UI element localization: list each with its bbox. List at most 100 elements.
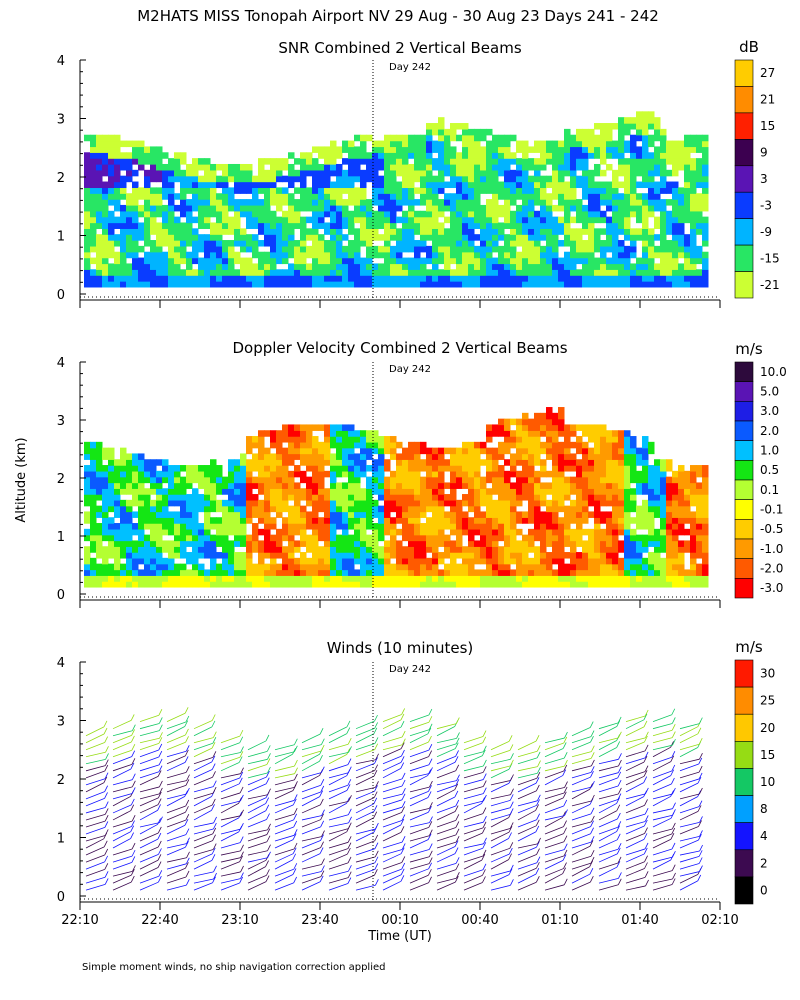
wind-barb	[112, 855, 133, 863]
heatmap-cell	[354, 251, 361, 259]
heatmap-cell	[702, 263, 709, 270]
heatmap-cell	[366, 546, 373, 553]
heatmap-cell	[156, 263, 163, 270]
heatmap-cell	[192, 563, 199, 571]
heatmap-cell	[678, 470, 685, 478]
heatmap-cell	[144, 505, 151, 513]
heatmap-cell	[156, 269, 163, 276]
heatmap-cell	[432, 228, 439, 235]
heatmap-cell	[606, 222, 613, 229]
heatmap-cell	[474, 210, 481, 218]
heatmap-cell	[594, 534, 601, 542]
heatmap-cell	[444, 447, 451, 455]
heatmap-cell	[504, 263, 511, 270]
heatmap-cell	[342, 158, 349, 165]
heatmap-cell	[264, 465, 271, 472]
heatmap-cell	[384, 134, 391, 142]
heatmap-cell	[540, 465, 547, 472]
heatmap-cell	[270, 557, 277, 565]
heatmap-cell	[516, 275, 523, 282]
heatmap-cell	[246, 494, 253, 501]
heatmap-cell	[138, 210, 145, 218]
heatmap-cell	[330, 216, 337, 224]
heatmap-cell	[216, 540, 223, 547]
heatmap-cell	[162, 251, 169, 259]
heatmap-cell	[156, 546, 163, 553]
heatmap-cell	[588, 534, 595, 542]
heatmap-cell	[270, 453, 277, 460]
heatmap-cell	[390, 134, 397, 142]
heatmap-cell	[522, 563, 529, 571]
heatmap-cell	[528, 575, 535, 582]
heatmap-cell	[528, 269, 535, 276]
heatmap-cell	[612, 169, 619, 177]
heatmap-cell	[312, 528, 319, 536]
heatmap-cell	[144, 251, 151, 259]
heatmap-cell	[558, 528, 565, 536]
heatmap-cell	[390, 234, 397, 241]
heatmap-cell	[144, 569, 151, 576]
heatmap-cell	[222, 269, 229, 276]
wind-barb-flag	[157, 832, 162, 840]
heatmap-cell	[84, 575, 91, 582]
heatmap-cell	[354, 269, 361, 276]
heatmap-cell	[612, 152, 619, 159]
heatmap-cell	[396, 275, 403, 282]
heatmap-cell	[114, 546, 121, 553]
heatmap-cell	[126, 210, 133, 218]
heatmap-cell	[372, 482, 379, 489]
heatmap-cell	[504, 436, 511, 443]
heatmap-cell	[696, 175, 703, 183]
heatmap-cell	[108, 169, 115, 177]
heatmap-cell	[450, 453, 457, 460]
heatmap-cell	[684, 181, 691, 189]
heatmap-cell	[354, 175, 361, 183]
wind-barb-flag	[104, 848, 109, 856]
heatmap-cell	[138, 140, 145, 148]
heatmap-cell	[240, 511, 247, 518]
heatmap-cell	[378, 216, 385, 224]
heatmap-cell	[318, 193, 325, 200]
heatmap-cell	[114, 193, 121, 200]
colorbar-label: 10.0	[760, 365, 787, 379]
heatmap-cell	[492, 476, 499, 484]
heatmap-cell	[174, 575, 181, 582]
heatmap-cell	[330, 575, 337, 582]
heatmap-cell	[126, 193, 133, 200]
heatmap-cell	[642, 257, 649, 265]
heatmap-cell	[264, 210, 271, 218]
heatmap-cell	[102, 263, 109, 270]
heatmap-cell	[162, 476, 169, 484]
colorbar-label: -3	[760, 198, 772, 212]
heatmap-cell	[264, 240, 271, 247]
heatmap-cell	[312, 453, 319, 460]
heatmap-cell	[582, 459, 589, 466]
heatmap-cell	[360, 269, 367, 276]
heatmap-cell	[102, 245, 109, 253]
heatmap-cell	[222, 263, 229, 270]
heatmap-cell	[186, 240, 193, 247]
heatmap-cell	[240, 494, 247, 501]
heatmap-cell	[270, 169, 277, 177]
heatmap-cell	[696, 528, 703, 536]
heatmap-cell	[276, 275, 283, 282]
heatmap-cell	[300, 228, 307, 235]
heatmap-cell	[552, 488, 559, 495]
heatmap-cell	[468, 140, 475, 148]
heatmap-cell	[210, 517, 217, 524]
heatmap-cell	[276, 534, 283, 542]
heatmap-cell	[696, 540, 703, 547]
heatmap-cell	[360, 210, 367, 218]
heatmap-cell	[330, 505, 337, 513]
heatmap-cell	[648, 117, 655, 124]
heatmap-cell	[318, 257, 325, 265]
heatmap-cell	[360, 263, 367, 270]
heatmap-cell	[360, 546, 367, 553]
heatmap-cell	[426, 275, 433, 282]
heatmap-cell	[288, 280, 295, 288]
heatmap-cell	[258, 441, 265, 449]
heatmap-cell	[690, 511, 697, 518]
heatmap-cell	[378, 511, 385, 518]
heatmap-cell	[642, 482, 649, 489]
heatmap-cell	[234, 175, 241, 183]
